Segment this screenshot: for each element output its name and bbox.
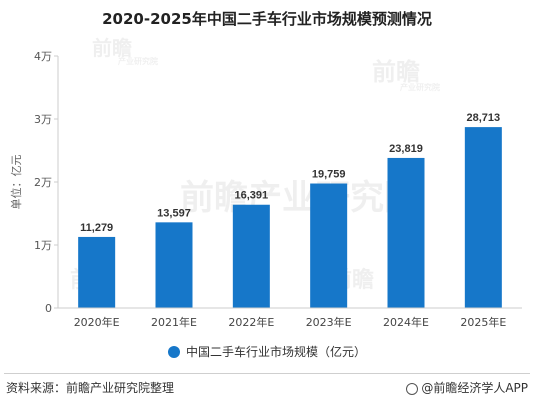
legend-label: 中国二手车行业市场规模（亿元） <box>185 345 366 359</box>
bars: 11,279 13,597 16,391 19,759 23,819 28,713 <box>78 112 502 309</box>
data-label: 28,713 <box>467 112 501 124</box>
brand-credit: @前瞻经济学人APP <box>406 379 528 396</box>
bar <box>387 157 425 308</box>
x-tick-label: 2022年E <box>228 315 274 329</box>
y-tick-label: 4万 <box>34 50 52 63</box>
x-tick-label: 2023年E <box>306 315 352 329</box>
x-axis: 2020年E 2021年E 2022年E 2023年E 2024年E 2025年E <box>58 307 522 329</box>
data-label: 11,279 <box>80 222 113 234</box>
x-tick-label: 2021年E <box>151 315 197 329</box>
y-tick-label: 2万 <box>34 176 52 189</box>
x-tick-label: 2024年E <box>383 315 429 329</box>
bar <box>464 127 502 309</box>
data-label: 13,597 <box>157 207 191 219</box>
bar <box>310 183 348 308</box>
data-label: 19,759 <box>312 169 346 181</box>
bar <box>155 222 193 308</box>
y-tick-label: 0 <box>45 302 52 315</box>
footer-divider <box>4 373 530 374</box>
y-axis-title: 单位：亿元 <box>9 155 23 210</box>
y-tick-label: 3万 <box>34 113 52 126</box>
brand-logo-icon <box>406 383 419 395</box>
legend: 中国二手车行业市场规模（亿元） <box>0 343 534 360</box>
brand-credit-text: @前瞻经济学人APP <box>421 381 528 395</box>
legend-marker <box>167 346 180 358</box>
data-label: 23,819 <box>389 143 423 155</box>
x-tick-label: 2020年E <box>74 315 120 329</box>
chart-title: 2020-2025年中国二手车行业市场规模预测情况 <box>102 10 432 28</box>
bar <box>232 204 270 308</box>
source-note: 资料来源：前瞻产业研究院整理 <box>6 381 175 395</box>
bar <box>78 236 116 308</box>
x-tick-label: 2025年E <box>460 315 506 329</box>
data-label: 16,391 <box>235 190 269 202</box>
y-tick-label: 1万 <box>34 239 52 252</box>
